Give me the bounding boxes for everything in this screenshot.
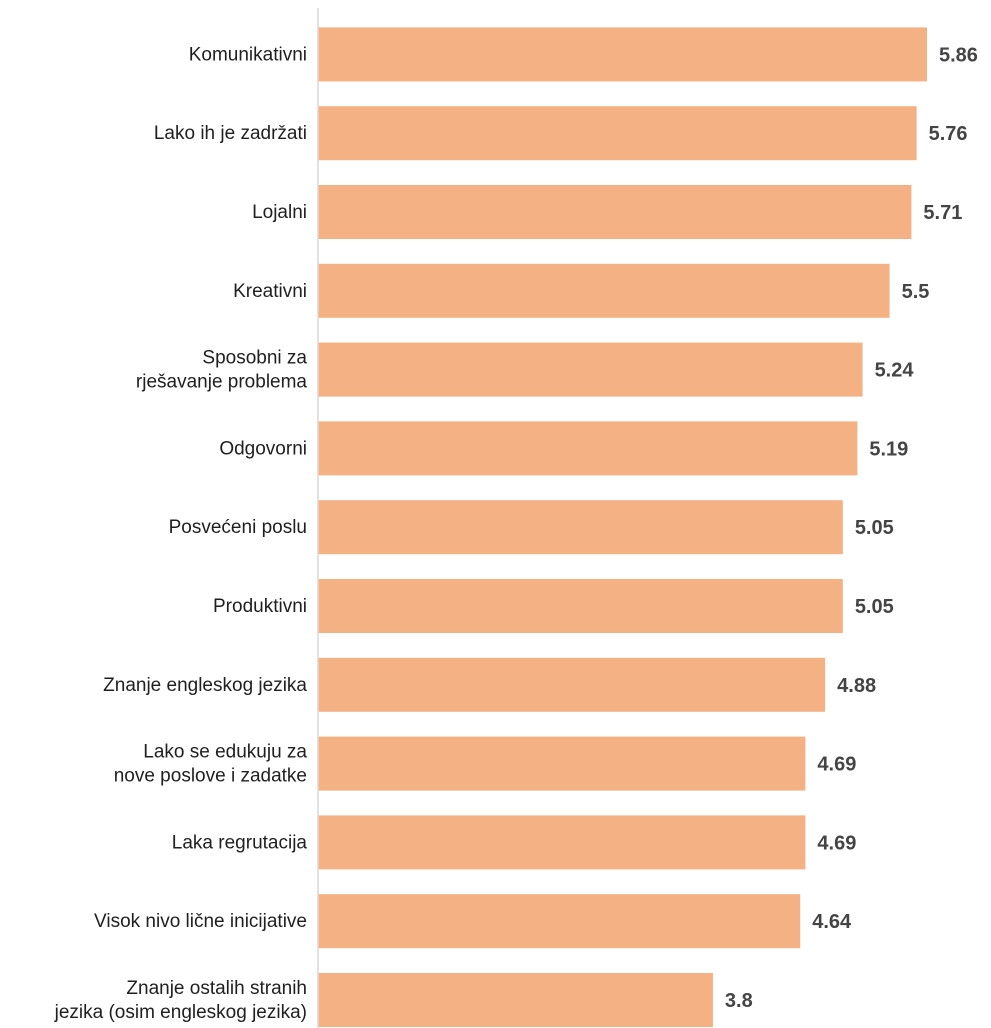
category-label: Sposobni za rješavanje problema [136, 348, 308, 393]
category-label-line: Lojalni [252, 202, 307, 223]
bar-value-label: 5.05 [855, 596, 894, 618]
category-label: Posvećeni poslu [169, 517, 307, 538]
bar [318, 500, 843, 555]
category-label: Visok nivo lične inicijative [94, 911, 307, 932]
bar-value-label: 5.24 [875, 360, 915, 382]
category-label-line: Komunikativni [189, 44, 307, 65]
bar-value-label: 5.76 [929, 123, 968, 145]
category-label-line: Znanje engleskog jezika [103, 675, 307, 696]
category-label: Znanje engleskog jezika [103, 675, 307, 696]
bars-group [318, 27, 927, 1027]
category-label: Kreativni [233, 281, 307, 302]
bar-value-label: 4.88 [837, 675, 876, 697]
value-labels-group: 5.86 5.76 5.71 5.5 5.24 5.19 5.05 5.05 4.88 4.69 4… [725, 44, 978, 1012]
category-label-line: Kreativni [233, 281, 307, 302]
bar [318, 657, 826, 712]
category-label-line: Produktivni [213, 596, 307, 617]
category-label-line: Laka regrutacija [172, 832, 308, 853]
category-label: Lako se edukuju za nove poslove i zadatke [114, 742, 308, 787]
bar [318, 263, 890, 318]
category-label: Lako ih je zadržati [154, 123, 307, 144]
bar-value-label: 5.19 [869, 438, 908, 460]
category-label-line: Znanje ostalih stranih [126, 978, 307, 999]
category-label-line: Odgovorni [219, 438, 307, 459]
category-label-line: Posvećeni poslu [169, 517, 307, 538]
bar [318, 27, 927, 82]
category-label-line: jezika (osim engleskog jezika) [54, 1002, 307, 1023]
bar-value-label: 5.05 [855, 517, 894, 539]
bar [318, 736, 806, 791]
category-label: Lojalni [252, 202, 307, 223]
bar [318, 815, 806, 870]
bar-value-label: 4.69 [817, 754, 856, 776]
bar [318, 894, 801, 949]
category-label: Znanje ostalih stranih jezika (osim engle… [54, 978, 307, 1023]
category-label-line: nove poslove i zadatke [114, 766, 307, 787]
bar-value-label: 5.5 [902, 281, 930, 303]
category-label-line: Visok nivo lične inicijative [94, 911, 307, 932]
bar [318, 342, 863, 397]
category-label-line: Lako ih je zadržati [154, 123, 307, 144]
category-label: Laka regrutacija [172, 832, 308, 853]
category-label: Produktivni [213, 596, 307, 617]
category-label-line: Lako se edukuju za [143, 742, 307, 763]
bar-value-label: 4.64 [812, 911, 852, 933]
bar-value-label: 5.86 [939, 44, 978, 66]
bar [318, 973, 713, 1027]
category-label: Komunikativni [189, 44, 307, 65]
bar-value-label: 4.69 [817, 832, 856, 854]
bar-value-label: 3.8 [725, 990, 753, 1012]
category-labels-group: Komunikativni Lako ih je zadržati Lojalni K… [54, 44, 308, 1023]
bar [318, 185, 912, 239]
bar [318, 106, 917, 161]
category-label-line: rješavanje problema [136, 372, 308, 393]
category-label-line: Sposobni za [202, 348, 307, 369]
bar [318, 421, 858, 476]
bar-value-label: 5.71 [923, 202, 962, 224]
category-label: Odgovorni [219, 438, 307, 459]
bar [318, 579, 843, 633]
